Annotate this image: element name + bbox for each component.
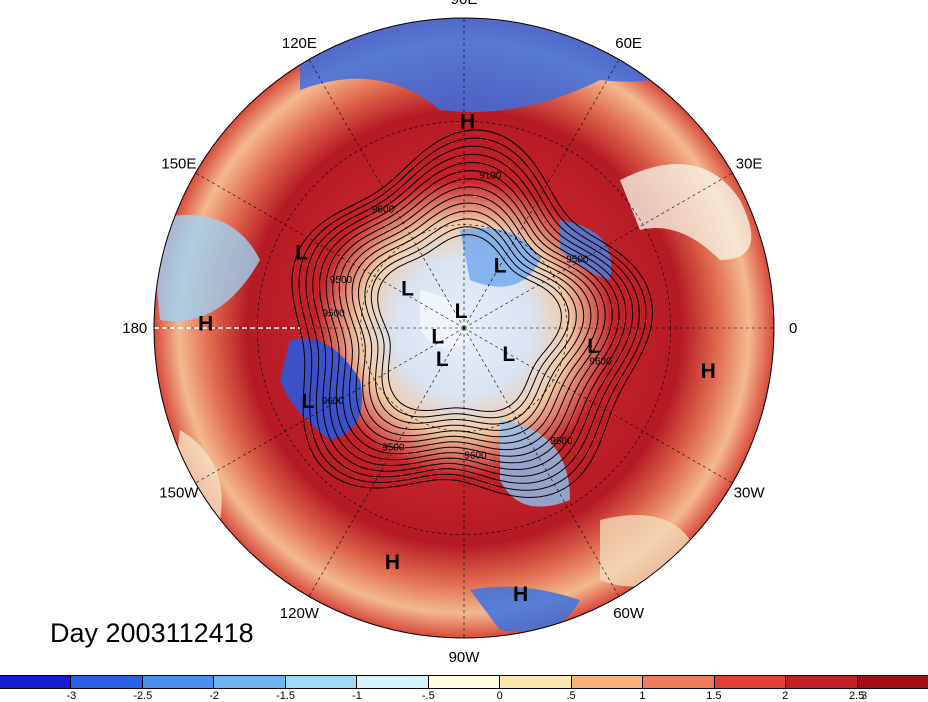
- low-pressure-marker: L: [301, 390, 314, 413]
- colorbar-tick-label: 2.5: [848, 690, 865, 702]
- meridian-line: [463, 327, 733, 484]
- longitude-label: 30W: [734, 485, 766, 502]
- high-pressure-marker: H: [701, 360, 716, 383]
- contour-label: 9100: [479, 171, 502, 182]
- colorbar-box: [500, 676, 572, 688]
- colorbar-box: [714, 676, 787, 688]
- colorbar-tick-labels: -3 -2.5 -2 -1.5 -1 -.5 0 .5 1 1.5 2 2.5 3: [0, 690, 928, 702]
- meridian-line: [195, 327, 465, 484]
- longitude-label: 150E: [161, 155, 196, 172]
- colorbar-tick-label: -1.5: [276, 690, 296, 702]
- meridian-line: [463, 172, 733, 329]
- colorbar-box: [786, 676, 858, 688]
- low-pressure-marker: L: [502, 343, 515, 366]
- low-pressure-marker: L: [436, 348, 449, 371]
- height-contour: [325, 170, 620, 464]
- longitude-label: 60E: [615, 35, 642, 52]
- colorbar-tick-label: 1: [639, 690, 646, 702]
- contour-label: 9500: [330, 275, 353, 286]
- contour-label: 9600: [372, 204, 395, 215]
- longitude-label: 180: [122, 320, 147, 337]
- longitude-label: 150W: [159, 485, 199, 502]
- low-pressure-marker: L: [401, 277, 414, 300]
- longitude-label: 0: [789, 320, 797, 337]
- meridian-line: [308, 327, 465, 597]
- longitude-label: 120E: [282, 35, 317, 52]
- colorbar-tick-label: -2: [209, 690, 220, 702]
- colorbar-box: [571, 676, 644, 688]
- low-pressure-marker: L: [587, 335, 600, 358]
- colorbar-box: [71, 676, 143, 688]
- colorbar-tick-label: 0: [496, 690, 503, 702]
- low-pressure-marker: L: [494, 254, 507, 277]
- colorbar-tick-label: -3: [66, 690, 77, 702]
- high-pressure-marker: H: [513, 583, 528, 606]
- colorbar-box: [428, 676, 501, 688]
- colorbar-tick-label: 3: [860, 690, 868, 702]
- contour-label: 9500: [382, 442, 405, 453]
- colorbar-tick-label: -.5: [421, 690, 435, 702]
- latitude-circle: [257, 121, 671, 535]
- longitude-label: 120W: [280, 605, 320, 622]
- contour-label: 9500: [550, 436, 573, 447]
- longitude-label: 90W: [449, 649, 481, 666]
- contour-label: 9500: [322, 309, 345, 320]
- colorbar-box: [643, 676, 715, 688]
- contour-label: 9600: [464, 450, 487, 461]
- meridian-line: [463, 327, 620, 597]
- colorbar-box: [857, 676, 928, 688]
- latitude-circle: [360, 224, 568, 432]
- longitude-label: 30E: [736, 155, 763, 172]
- map-boundary: [153, 17, 775, 639]
- contour-label: 9500: [566, 255, 589, 266]
- meridian-line: [463, 59, 620, 329]
- longitude-label: 60W: [613, 605, 645, 622]
- colorbar-box: [214, 676, 286, 688]
- colorbar-box: [357, 676, 429, 688]
- meridian-line: [308, 59, 465, 329]
- longitude-label: 90E: [451, 0, 478, 8]
- contour-label: 9600: [322, 396, 345, 407]
- high-pressure-marker: H: [385, 551, 400, 574]
- colorbar: [0, 675, 928, 689]
- day-label: Day 2003112418: [50, 618, 254, 648]
- colorbar-tick-label: 2: [782, 690, 789, 702]
- high-pressure-marker: H: [460, 110, 475, 133]
- colorbar-tick-label: -1: [352, 690, 362, 702]
- low-pressure-marker: L: [455, 300, 468, 323]
- meridian-line: [195, 172, 465, 329]
- colorbar-box: [0, 676, 72, 688]
- contour-value-labels: 9500 9600 9100 9500 9600 9500 9600 9500 9600 9500: [322, 171, 612, 462]
- colorbar-tick-label: -2.5: [133, 690, 153, 702]
- colorbar-box: [142, 676, 215, 688]
- contour-label: 9600: [589, 357, 612, 368]
- colorbar-tick-label: 1.5: [706, 690, 722, 702]
- low-pressure-marker: L: [295, 241, 308, 264]
- colorbar-box: [285, 676, 358, 688]
- colorbar-tick-label: .5: [566, 690, 576, 702]
- longitude-labels: 90E 60E 30E 0 30W 60W 90W 120W 150W 180 150E 120E: [122, 0, 797, 666]
- high-pressure-marker: H: [198, 312, 213, 335]
- low-pressure-marker: L: [431, 326, 444, 349]
